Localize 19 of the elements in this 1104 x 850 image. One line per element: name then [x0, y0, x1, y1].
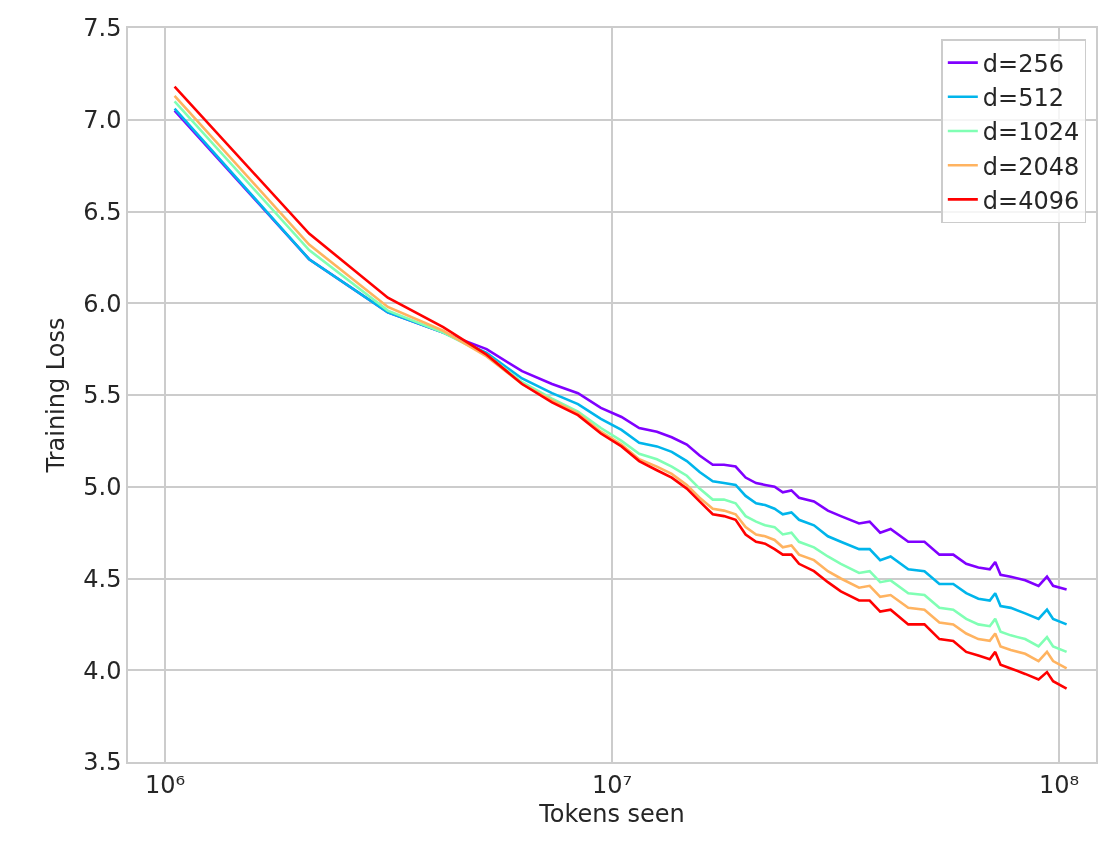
legend-label: d=1024 — [982, 118, 1080, 147]
y-tick-label: 6.0 — [83, 289, 122, 318]
y-tick-label: 6.5 — [83, 197, 122, 226]
legend-label: d=4096 — [982, 186, 1080, 215]
y-tick-label: 7.5 — [83, 14, 122, 43]
legend-label: d=256 — [982, 49, 1064, 78]
y-tick-label: 7.0 — [83, 106, 122, 135]
y-axis-title: Training Loss — [41, 317, 70, 474]
x-tick-label: 10⁶ — [145, 770, 186, 799]
y-tick-label: 4.0 — [83, 656, 122, 685]
x-tick-label: 10⁸ — [1038, 770, 1080, 799]
y-tick-label: 5.5 — [83, 381, 122, 410]
y-tick-label: 5.0 — [83, 473, 122, 502]
x-axis-title: Tokens seen — [538, 800, 685, 829]
y-tick-label: 3.5 — [83, 748, 122, 777]
y-tick-label: 4.5 — [83, 564, 122, 593]
x-tick-label: 10⁷ — [591, 770, 633, 799]
legend-label: d=2048 — [982, 152, 1080, 181]
legend-label: d=512 — [982, 84, 1064, 113]
